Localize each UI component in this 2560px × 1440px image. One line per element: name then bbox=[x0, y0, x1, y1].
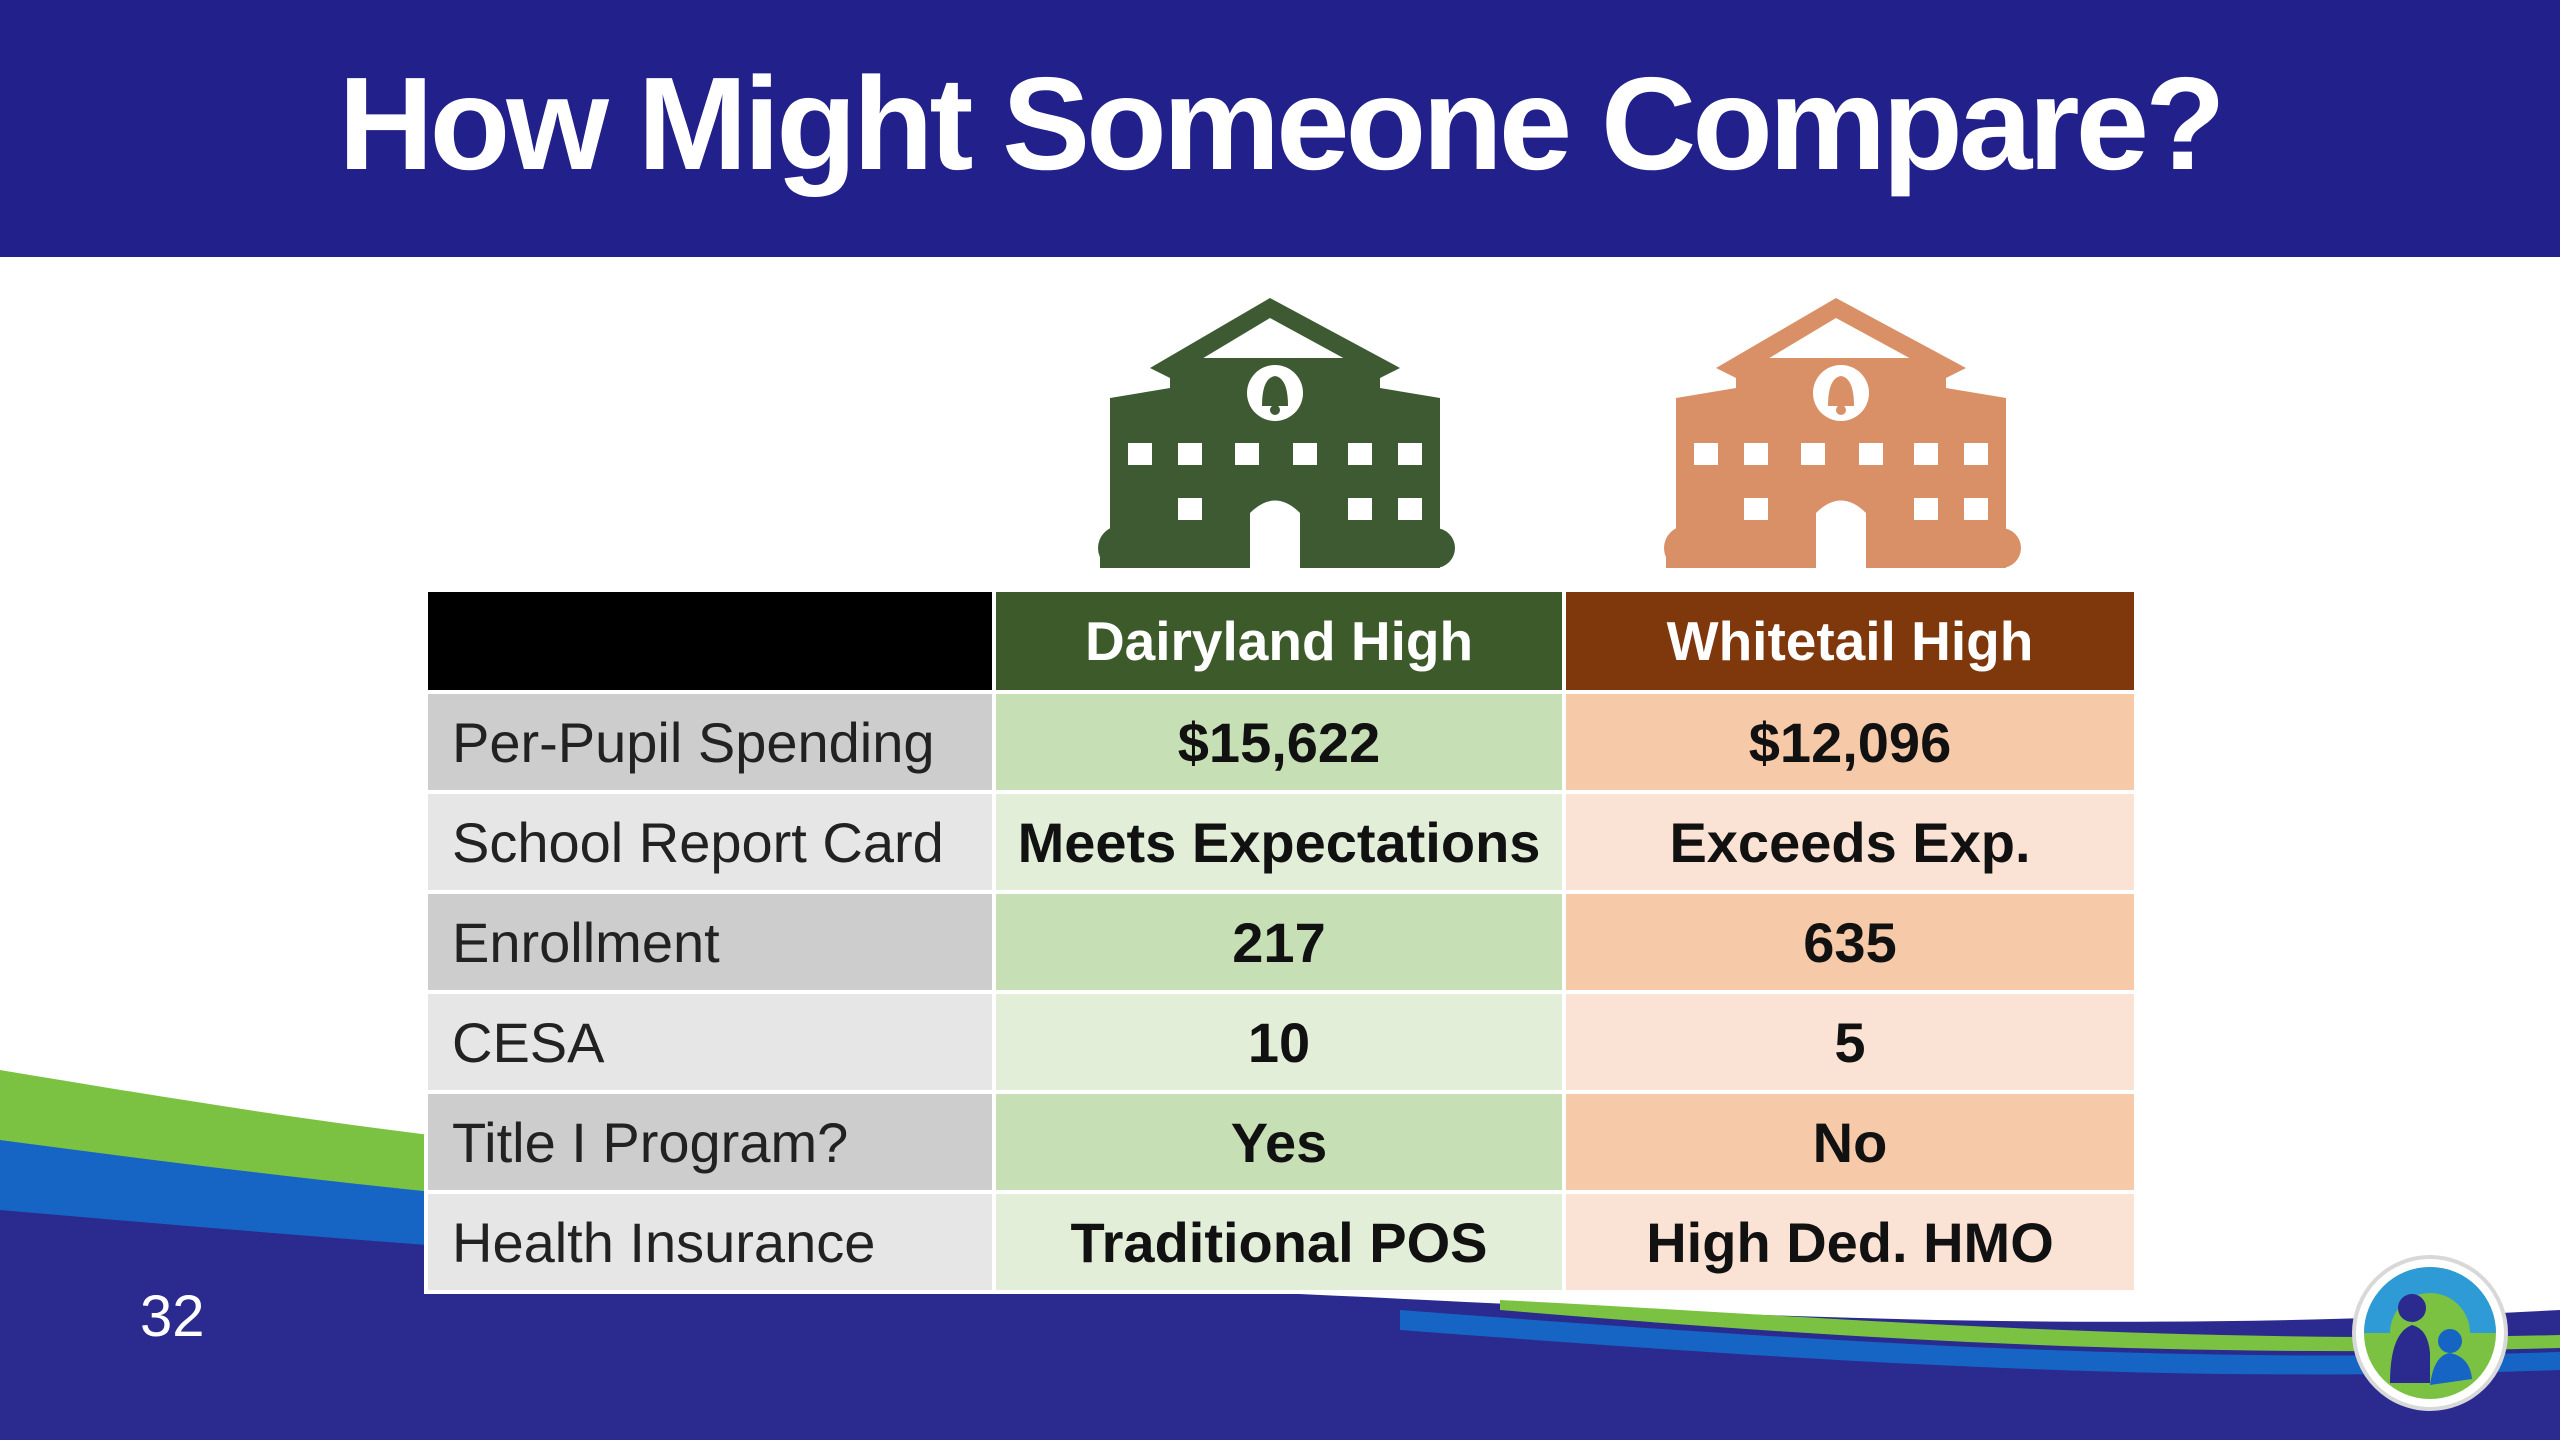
dairyland-value: Traditional POS bbox=[992, 1190, 1566, 1294]
table-row: Health Insurance Traditional POS High De… bbox=[424, 1190, 2138, 1294]
school-building-icon bbox=[1098, 298, 1455, 568]
school-building-icon bbox=[1664, 298, 2021, 568]
title-bar: How Might Someone Compare? bbox=[0, 0, 2560, 257]
header-blank-cell bbox=[424, 588, 996, 694]
table-row: Per-Pupil Spending $15,622 $12,096 bbox=[424, 690, 2138, 794]
whitetail-value: 635 bbox=[1562, 890, 2138, 994]
table-header-row: Dairyland High Whitetail High bbox=[424, 588, 2138, 694]
whitetail-value: $12,096 bbox=[1562, 690, 2138, 794]
agency-logo-icon bbox=[2352, 1255, 2508, 1411]
slide-title: How Might Someone Compare? bbox=[338, 50, 2225, 197]
header-dairyland-high: Dairyland High bbox=[992, 588, 1566, 694]
comparison-table: Dairyland High Whitetail High Per-Pupil … bbox=[424, 588, 2138, 1294]
whitetail-value: High Ded. HMO bbox=[1562, 1190, 2138, 1294]
table-row: School Report Card Meets Expectations Ex… bbox=[424, 790, 2138, 894]
whitetail-value: No bbox=[1562, 1090, 2138, 1194]
table-row: Title I Program? Yes No bbox=[424, 1090, 2138, 1194]
row-label: Enrollment bbox=[424, 890, 996, 994]
row-label: CESA bbox=[424, 990, 996, 1094]
dairyland-value: Yes bbox=[992, 1090, 1566, 1194]
row-label: Per-Pupil Spending bbox=[424, 690, 996, 794]
page-number: 32 bbox=[140, 1284, 205, 1349]
dairyland-value: Meets Expectations bbox=[992, 790, 1566, 894]
whitetail-value: 5 bbox=[1562, 990, 2138, 1094]
row-label: Health Insurance bbox=[424, 1190, 996, 1294]
row-label: Title I Program? bbox=[424, 1090, 996, 1194]
table-row: Enrollment 217 635 bbox=[424, 890, 2138, 994]
whitetail-value: Exceeds Exp. bbox=[1562, 790, 2138, 894]
wave-blue-right bbox=[1400, 1310, 2560, 1375]
dairyland-value: 217 bbox=[992, 890, 1566, 994]
table-row: CESA 10 5 bbox=[424, 990, 2138, 1094]
dairyland-value: 10 bbox=[992, 990, 1566, 1094]
dairyland-value: $15,622 bbox=[992, 690, 1566, 794]
wave-green-right bbox=[1500, 1300, 2560, 1352]
header-whitetail-high: Whitetail High bbox=[1562, 588, 2138, 694]
row-label: School Report Card bbox=[424, 790, 996, 894]
